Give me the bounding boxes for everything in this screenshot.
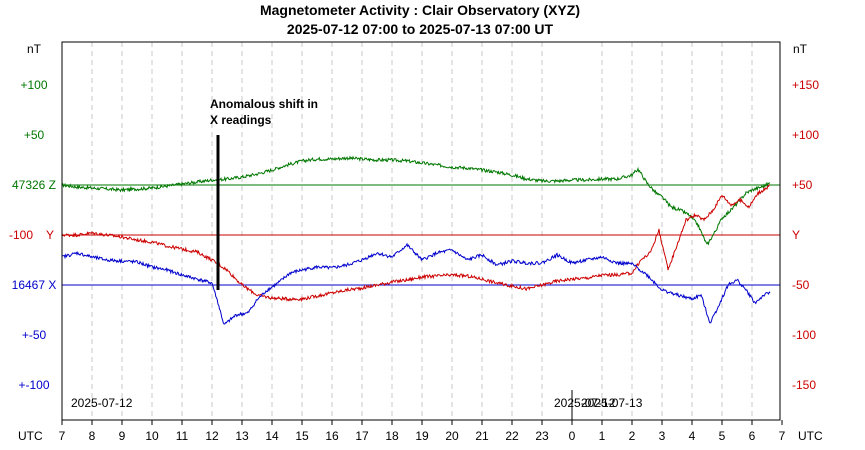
right-axis: +150 +100 +50 Y -50 -100 -150 [792,78,819,392]
x-axis-tick-label: 2 [629,429,636,443]
right-axis-label: +50 [792,178,813,192]
chart-title: Magnetometer Activity : Clair Observator… [260,2,580,18]
series-line-z [62,155,771,246]
right-axis-label: Y [792,228,800,242]
date-label: 2025-07-12 [554,396,616,410]
x-axis-tick-label: 22 [505,429,519,443]
right-axis-label: -50 [792,278,810,292]
left-axis-label: 47326 Z [12,178,56,192]
x-axis-tick-label: 18 [385,429,399,443]
x-axis-tick-label: 16 [325,429,339,443]
right-axis-label: +150 [792,78,819,92]
series-line-y [61,184,771,303]
right-unit-label: nT [793,42,808,56]
annotation-line-2: X readings [210,113,272,127]
x-axis-tick-label: 5 [719,429,726,443]
x-axis-tick-label: 23 [535,429,549,443]
x-axis-tick-label: 20 [445,429,459,443]
x-axis-tick-label: 4 [689,429,696,443]
x-axis-tick-label: 7 [59,429,66,443]
x-axis-tick-label: 1 [599,429,606,443]
right-axis-label: +100 [792,128,819,142]
x-axis-tick-label: 13 [235,429,249,443]
series-line-x [61,242,771,325]
right-axis-label: -100 [792,328,816,342]
left-axis-label: +100 [20,78,47,92]
x-axis-tick-label: 9 [119,429,126,443]
left-axis-label: +50 [24,128,45,142]
x-axis-tick-label: 15 [295,429,309,443]
left-axis-label: +-100 [18,378,49,392]
chart-subtitle: 2025-07-12 07:00 to 2025-07-13 07:00 UT [287,21,554,37]
x-axis-tick-label: 3 [659,429,666,443]
data-series [61,155,771,325]
right-axis-label: -150 [792,378,816,392]
grid-lines [91,42,753,420]
x-axis-tick-label: 8 [89,429,96,443]
x-axis-tick-label: 11 [176,429,189,443]
x-axis-unit-right: UTC [798,429,823,443]
left-axis: +100 +50 47326 Z -100 Y 16467 X +-50 +-100 [9,78,56,392]
x-axis-tick-label: 7 [779,429,786,443]
x-axis-tick-label: 14 [265,429,279,443]
annotation-line-1: Anomalous shift in [210,97,318,111]
x-axis-tick-label: 19 [415,429,429,443]
left-axis-series-tag: Y [46,228,54,242]
left-axis-label: +-50 [22,328,47,342]
x-axis-tick-label: 12 [205,429,219,443]
date-label: 2025-07-12 [71,396,133,410]
x-axis-tick-label: 21 [475,429,489,443]
x-axis-unit-left: UTC [18,429,43,443]
plot-frame [61,41,781,421]
date-label: 2025-07-13 [581,396,643,410]
x-axis-tick-label: 6 [749,429,756,443]
x-axis-tick-label: 17 [355,429,369,443]
x-axis: 7 8 9 10 11 12 13 14 15 16 17 18 19 20 21 22 23 0 1 2 3 4 5 6 7U… [18,396,823,443]
x-axis-tick-label: 0 [569,429,576,443]
left-axis-label: -100 [9,228,33,242]
left-axis-label: 16467 X [12,278,57,292]
x-axis-tick-label: 10 [145,429,159,443]
annotation-group: Anomalous shift in X readings [210,97,318,290]
left-unit-label: nT [27,42,42,56]
